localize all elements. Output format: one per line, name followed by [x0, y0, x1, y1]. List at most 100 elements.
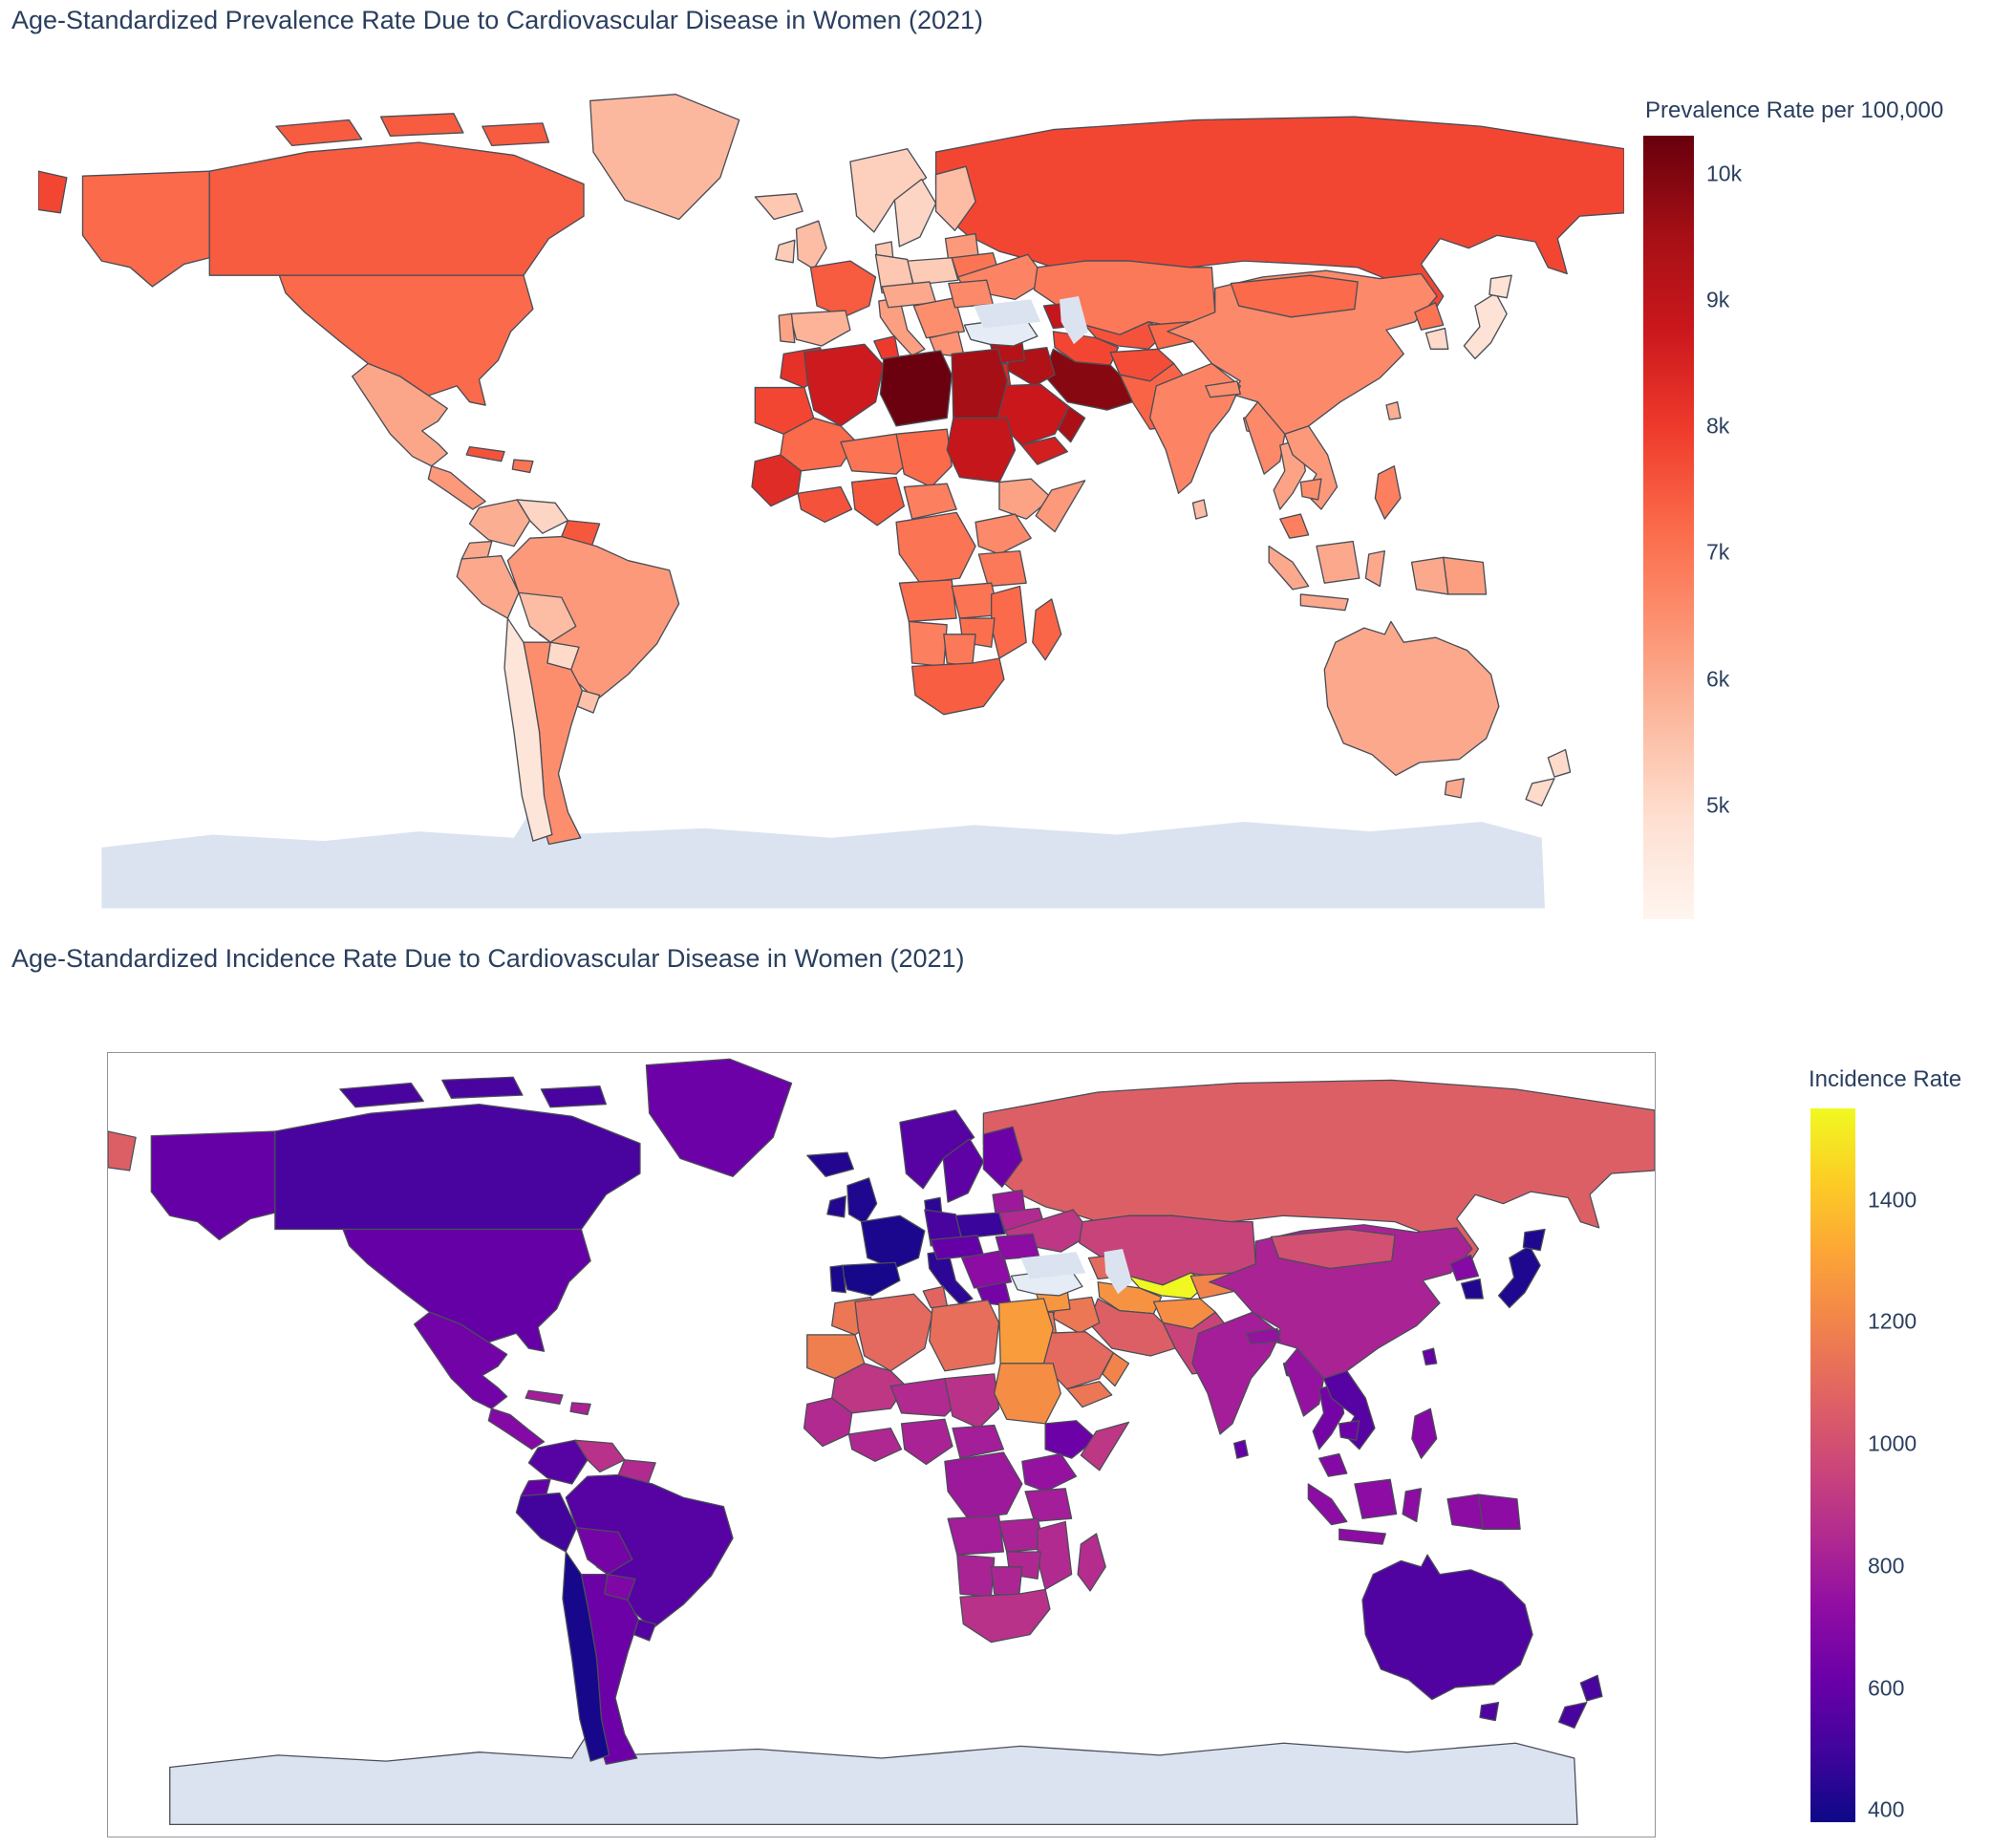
region-egypt[interactable]: [997, 1298, 1054, 1365]
region-nigeria[interactable]: [850, 476, 906, 526]
region-libya[interactable]: [929, 1299, 1000, 1372]
region-cuba[interactable]: [525, 1389, 564, 1406]
region-papua-new-guinea[interactable]: [1443, 556, 1488, 595]
region-tanzania[interactable]: [1024, 1488, 1073, 1523]
region-france[interactable]: [860, 1214, 926, 1270]
region-taiwan[interactable]: [1385, 401, 1402, 420]
region-indonesia[interactable]: [1299, 593, 1349, 612]
region-venezuela[interactable]: [574, 1439, 626, 1473]
region-south-korea[interactable]: [1460, 1278, 1484, 1300]
region-angola[interactable]: [898, 579, 957, 623]
region-uganda-kenya[interactable]: [975, 513, 1032, 555]
region-laos-vietnam[interactable]: [1322, 1370, 1376, 1450]
region-poland[interactable]: [954, 1212, 1006, 1239]
region-libya[interactable]: [879, 350, 953, 427]
region-indonesia[interactable]: [1402, 1488, 1423, 1523]
region-poland[interactable]: [907, 257, 959, 286]
region-mongolia[interactable]: [1230, 274, 1359, 318]
region-australia[interactable]: [1444, 778, 1466, 799]
region-central-america[interactable]: [427, 465, 486, 510]
region-japan[interactable]: [1463, 291, 1508, 360]
region-greenland[interactable]: [645, 1058, 793, 1177]
region-algeria[interactable]: [854, 1293, 933, 1372]
region-chile[interactable]: [503, 617, 553, 842]
region-japan[interactable]: [1522, 1228, 1546, 1252]
region-uruguay[interactable]: [632, 1619, 656, 1642]
region-united-kingdom[interactable]: [795, 220, 827, 270]
region-ireland[interactable]: [775, 239, 796, 264]
region-algeria[interactable]: [803, 343, 885, 427]
region-egypt[interactable]: [951, 348, 1008, 419]
region-indonesia[interactable]: [1316, 540, 1360, 584]
region-yemen[interactable]: [1020, 436, 1069, 465]
region-canada[interactable]: [540, 1085, 607, 1108]
region-canada[interactable]: [379, 113, 464, 137]
region-japan[interactable]: [1497, 1245, 1541, 1309]
region-japan[interactable]: [1489, 274, 1512, 299]
region-spain[interactable]: [840, 1261, 901, 1297]
region-cameroon-car[interactable]: [903, 483, 957, 520]
region-namibia[interactable]: [956, 1554, 996, 1598]
region-canada[interactable]: [208, 141, 585, 276]
region-south-africa[interactable]: [959, 1588, 1051, 1644]
region-united-states[interactable]: [278, 274, 534, 406]
region-taiwan[interactable]: [1422, 1347, 1438, 1366]
region-yemen[interactable]: [1066, 1381, 1113, 1408]
region-indonesia[interactable]: [1339, 1528, 1386, 1545]
region-madagascar[interactable]: [1032, 598, 1062, 661]
region-laos-vietnam[interactable]: [1284, 425, 1339, 510]
region-ethiopia[interactable]: [1044, 1420, 1098, 1459]
region-central-america[interactable]: [487, 1407, 546, 1450]
region-mozambique[interactable]: [990, 585, 1027, 659]
region-namibia[interactable]: [908, 620, 948, 668]
region-chad[interactable]: [944, 1373, 1000, 1429]
region-iran[interactable]: [1042, 348, 1134, 411]
region-sudan[interactable]: [994, 1363, 1061, 1425]
region-south-korea[interactable]: [1424, 327, 1449, 351]
region-cambodia[interactable]: [1339, 1420, 1360, 1441]
region-russia[interactable]: [982, 1079, 1655, 1274]
region-mozambique[interactable]: [1037, 1520, 1073, 1591]
region-sweden[interactable]: [942, 1138, 985, 1203]
region-australia[interactable]: [1479, 1702, 1500, 1722]
region-bolivia[interactable]: [518, 591, 577, 643]
region-dr-congo[interactable]: [944, 1451, 1023, 1519]
region-russia[interactable]: [108, 1130, 137, 1171]
region-finland[interactable]: [934, 165, 976, 231]
region-nepal[interactable]: [1205, 380, 1241, 398]
region-malaysia[interactable]: [1279, 513, 1310, 539]
region-oman[interactable]: [1102, 1352, 1130, 1387]
region-chad[interactable]: [895, 428, 953, 488]
region-tanzania[interactable]: [977, 549, 1027, 588]
region-iceland[interactable]: [754, 193, 803, 221]
region-sri-lanka[interactable]: [1191, 499, 1209, 520]
region-spain[interactable]: [789, 310, 851, 347]
region-united-states[interactable]: [342, 1228, 591, 1352]
region-papua-new-guinea[interactable]: [1477, 1493, 1521, 1530]
region-indonesia[interactable]: [1446, 1493, 1484, 1530]
region-indonesia[interactable]: [1307, 1483, 1348, 1526]
region-australia[interactable]: [1323, 620, 1500, 777]
region-sudan[interactable]: [946, 417, 1017, 483]
region-hispaniola[interactable]: [569, 1402, 591, 1416]
region-united-states[interactable]: [81, 170, 210, 288]
region-ivory-ghana[interactable]: [847, 1428, 903, 1462]
region-madagascar[interactable]: [1077, 1533, 1106, 1592]
region-canada[interactable]: [274, 1103, 641, 1231]
region-australia[interactable]: [1361, 1554, 1533, 1701]
region-botswana[interactable]: [990, 1566, 1023, 1598]
region-indonesia[interactable]: [1364, 549, 1386, 588]
region-mexico[interactable]: [352, 362, 448, 467]
region-canada[interactable]: [339, 1082, 424, 1108]
region-north-korea[interactable]: [1449, 1254, 1480, 1281]
region-chile[interactable]: [562, 1551, 610, 1762]
region-romania[interactable]: [948, 279, 994, 309]
region-uganda-kenya[interactable]: [1021, 1452, 1078, 1493]
region-philippines[interactable]: [1374, 465, 1402, 520]
incidence-choropleth-map[interactable]: [107, 1052, 1656, 1837]
region-indonesia[interactable]: [1354, 1478, 1398, 1519]
region-cameroon-car[interactable]: [952, 1424, 1005, 1459]
region-nigeria[interactable]: [900, 1418, 953, 1466]
region-north-korea[interactable]: [1414, 302, 1445, 331]
region-united-states[interactable]: [150, 1130, 276, 1241]
